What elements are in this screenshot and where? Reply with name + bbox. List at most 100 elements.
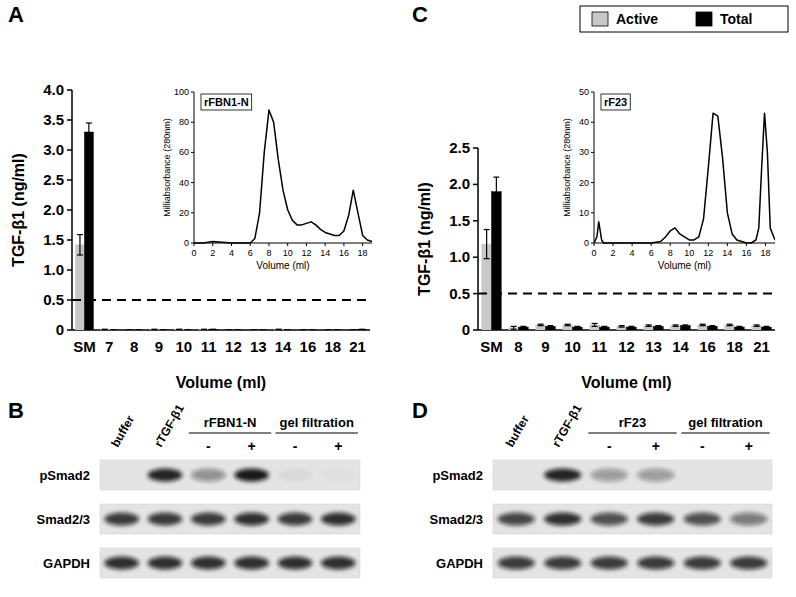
y-tick-label: 30 <box>579 147 589 157</box>
x-tick-label: 2 <box>611 248 616 258</box>
bar <box>708 326 718 330</box>
error-cap <box>359 329 365 330</box>
x-tick-label: 8 <box>514 338 522 355</box>
lane-label: - <box>607 438 612 454</box>
error-cap <box>285 329 291 330</box>
lane-label: - <box>700 438 705 454</box>
y-axis-label: Milliabsorbance (280nm) <box>162 118 172 217</box>
error-bar <box>251 330 257 331</box>
bar <box>725 325 735 330</box>
error-cap <box>127 329 133 330</box>
band <box>684 557 721 570</box>
lane-label: buffer <box>503 413 532 450</box>
bar <box>519 327 529 330</box>
reference-line <box>478 293 775 295</box>
x-tick-label: 13 <box>645 338 662 355</box>
error-cap <box>334 329 340 330</box>
bar <box>600 327 610 330</box>
bar <box>184 330 193 331</box>
error-cap <box>160 329 166 330</box>
error-cap <box>210 329 216 330</box>
error-cap <box>309 329 315 330</box>
error-bar <box>727 324 733 325</box>
bar <box>299 330 308 331</box>
group-label: gel filtration <box>688 415 762 430</box>
error-bar <box>185 330 191 331</box>
lane-label: rTGF-β1 <box>549 402 585 450</box>
x-tick-label: SM <box>480 338 503 355</box>
error-cap <box>628 327 634 328</box>
row-label: pSmad2 <box>432 468 483 483</box>
x-tick-label: 10 <box>684 248 694 258</box>
error-cap <box>655 326 661 327</box>
bar <box>563 325 573 330</box>
error-cap <box>251 329 257 330</box>
bar <box>536 325 546 330</box>
bar <box>150 329 159 330</box>
blot-strip <box>100 504 360 534</box>
x-tick-label: 12 <box>301 248 311 258</box>
y-tick-label: 50 <box>579 87 589 97</box>
y-tick-label: 4.0 <box>43 81 64 98</box>
error-cap <box>520 326 526 327</box>
bars <box>75 123 366 330</box>
band <box>191 469 226 482</box>
bar <box>233 330 242 331</box>
y-tick-label: 0 <box>184 238 189 248</box>
band <box>148 469 183 482</box>
error-bar <box>682 325 688 326</box>
error-cap <box>77 254 83 255</box>
bar <box>617 326 627 330</box>
bar <box>333 330 342 331</box>
error-bar <box>628 326 634 327</box>
error-bar <box>754 325 760 326</box>
y-tick <box>473 220 478 222</box>
y-tick <box>473 293 478 295</box>
error-cap <box>309 329 315 330</box>
bar <box>671 326 681 330</box>
y-tick-label: 1.5 <box>43 231 64 248</box>
band <box>191 513 226 526</box>
x-tick-label: 21 <box>349 338 366 355</box>
group-line <box>276 432 358 433</box>
error-bar <box>136 330 142 331</box>
error-bar <box>176 329 182 330</box>
error-bar <box>619 326 625 327</box>
error-cap <box>334 329 340 330</box>
x-tick <box>689 243 690 246</box>
x-tick <box>765 243 766 246</box>
legend-swatch <box>592 12 608 26</box>
y-tick <box>191 182 194 183</box>
y-axis <box>594 92 595 243</box>
y-tick <box>191 212 194 213</box>
x-tick-label: 6 <box>649 248 654 258</box>
band <box>637 469 674 482</box>
figure: A00.51.01.52.02.53.03.54.0TGF-β1 (ng/ml)… <box>0 0 796 597</box>
y-tick-label: 3.0 <box>43 141 64 158</box>
band <box>498 469 535 482</box>
band <box>544 513 581 526</box>
error-bar <box>565 324 571 325</box>
y-tick <box>191 152 194 153</box>
y-axis-label: TGF-β1 (ng/ml) <box>416 182 433 296</box>
y-axis-label: TGF-β1 (ng/ml) <box>10 153 27 267</box>
error-cap <box>226 329 232 330</box>
y-tick-label: 40 <box>579 117 589 127</box>
band <box>498 557 535 570</box>
x-tick-label: 10 <box>175 338 192 355</box>
error-cap <box>565 325 571 326</box>
error-cap <box>151 329 157 330</box>
x-tick <box>594 243 595 246</box>
bar <box>249 330 258 331</box>
x-tick-label: 9 <box>155 338 163 355</box>
band <box>544 469 581 482</box>
x-axis-label: Volume (ml) <box>256 260 309 271</box>
band <box>148 513 183 526</box>
x-axis-label: Volume (ml) <box>176 374 266 391</box>
x-tick-label: 13 <box>250 338 267 355</box>
error-bar <box>709 326 715 327</box>
row-label: Smad2/3 <box>430 512 483 527</box>
error-bar <box>210 329 216 330</box>
band <box>591 513 628 526</box>
y-tick <box>191 122 194 123</box>
